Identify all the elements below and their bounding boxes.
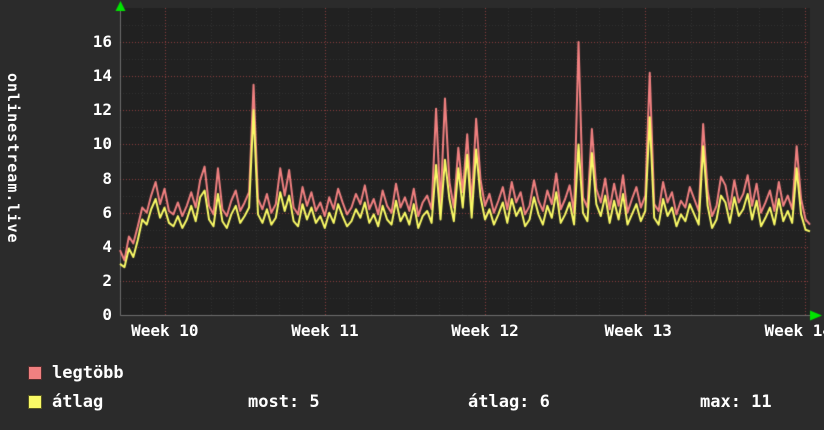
legend-swatch-atlag xyxy=(28,395,42,409)
y-axis-tick-label: 2 xyxy=(102,270,112,290)
x-axis-tick-label: Week 11 xyxy=(291,321,359,340)
legend-label-legtobb: legtöbb xyxy=(52,363,124,383)
legend-item-atlag: átlag xyxy=(28,393,103,411)
x-axis-tick-label: Week 12 xyxy=(451,321,519,340)
stat-max: max: 11 xyxy=(700,392,772,412)
y-axis-tick-label: 0 xyxy=(102,305,112,324)
vertical-axis-label: onlinestream.live xyxy=(4,72,22,244)
legend-item-legtobb: legtöbb xyxy=(28,364,124,382)
y-axis-tick-label: 10 xyxy=(92,134,112,154)
y-axis-tick-label: 14 xyxy=(92,66,112,86)
stat-atlag: átlag: 6 xyxy=(468,392,550,412)
y-axis-tick-label: 16 xyxy=(92,32,112,52)
x-axis-tick-label: Week 10 xyxy=(131,321,199,340)
y-axis-tick-label: 8 xyxy=(102,168,112,188)
x-axis-tick-label: Week 13 xyxy=(604,321,672,340)
y-axis-tick-label: 6 xyxy=(102,202,112,222)
stat-most: most: 5 xyxy=(248,392,320,412)
x-axis-tick-label: Week 14 xyxy=(764,321,824,340)
legend-label-atlag: átlag xyxy=(52,392,104,412)
y-axis-tick-label: 4 xyxy=(102,236,112,256)
y-axis-tick-label: 12 xyxy=(92,100,112,120)
legend-swatch-legtobb xyxy=(28,366,42,380)
